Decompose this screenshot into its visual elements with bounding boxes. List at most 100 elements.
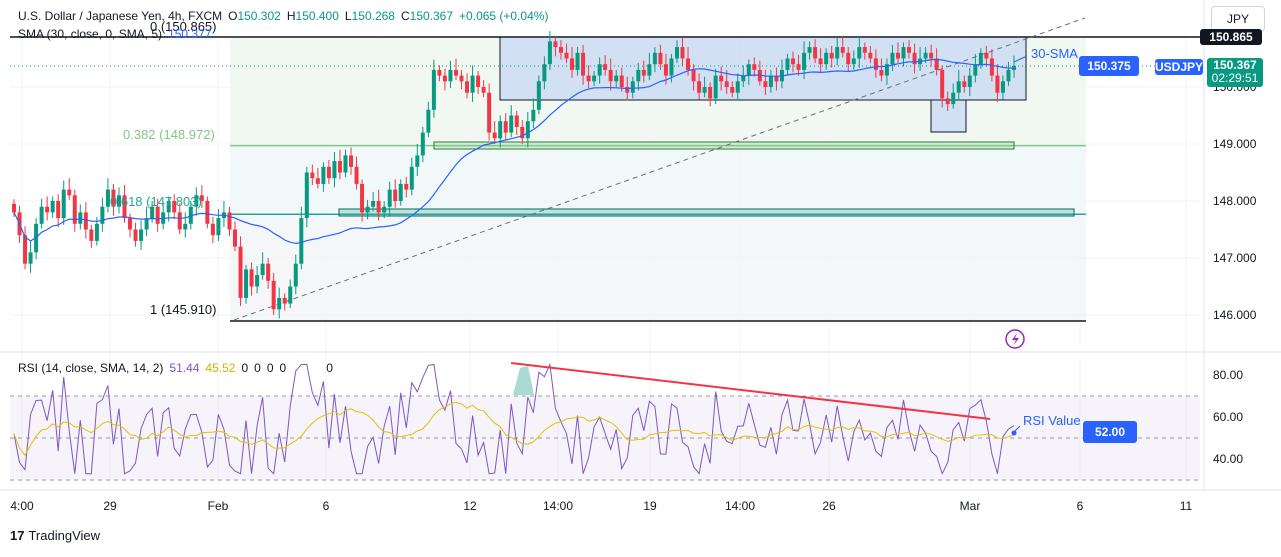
time-tick-label: 19 (643, 499, 657, 513)
candle-body (674, 47, 679, 59)
lightning-bolt-icon (1012, 333, 1019, 346)
rsi-dot (1011, 430, 1017, 436)
candle-body (536, 81, 541, 110)
candle-body (890, 52, 895, 65)
candle-body (553, 41, 558, 48)
candle-body (807, 47, 812, 53)
candle-body (133, 229, 138, 241)
candle-body (100, 206, 105, 224)
candle-body (83, 212, 88, 230)
tradingview-logo-icon: 17 (10, 528, 25, 543)
top-price-tag: 150.865 (1200, 29, 1262, 45)
candle-body (669, 58, 674, 76)
low-label: L (344, 9, 352, 23)
candle-body (658, 52, 663, 65)
time-tick-label: 11 (1180, 499, 1193, 513)
sma-legend: SMA (30, close, 0, SMA, 5) 150.377 (18, 27, 217, 41)
dashed-trendline (233, 17, 1086, 321)
rsi-tick-label: 60.00 (1213, 410, 1243, 424)
rsi-legend: RSI (14, close, SMA, 14, 2) 51.44 45.52 0 0 0… (18, 361, 339, 375)
candle-body (973, 64, 978, 76)
candle-body (188, 206, 193, 224)
candle-body (39, 206, 44, 224)
chart-header: U.S. Dollar / Japanese Yen, 4h, FXCM O150… (18, 9, 554, 23)
candle-body (476, 75, 481, 87)
sma-price-tag: 150.375 (1079, 56, 1139, 76)
fib-label-382: 0.382 (148.972) (123, 127, 215, 142)
candle-body (984, 52, 989, 59)
candle-body (614, 75, 619, 82)
candle-body (360, 183, 365, 213)
candle-body (426, 109, 431, 133)
candle-body (470, 75, 475, 93)
candle-body (409, 166, 414, 190)
candle-body (94, 223, 99, 241)
candle-body (824, 52, 829, 65)
candle-body (647, 64, 652, 76)
candle-body (929, 52, 934, 59)
candle-body (746, 64, 751, 76)
rsi-tick-label: 80.00 (1213, 368, 1243, 382)
time-tick-label: Feb (208, 499, 229, 513)
candle-body (277, 297, 282, 310)
candle-body (967, 75, 972, 87)
sma-legend-label: SMA (30, close, 0, SMA, 5) (18, 27, 163, 41)
candle-body (249, 269, 254, 287)
candle-body (116, 195, 121, 207)
candle-body (343, 155, 348, 173)
candle-body (244, 269, 249, 298)
candle-body (531, 109, 536, 122)
time-tick-label: 12 (463, 499, 477, 513)
candle-body (625, 87, 630, 93)
rsi-overbought-fill (513, 366, 534, 395)
candle-body (459, 75, 464, 82)
candle-body (835, 47, 840, 59)
price-tick-label: 148.000 (1213, 194, 1257, 208)
candle-body (558, 47, 563, 53)
candle-body (199, 195, 204, 201)
candle-body (481, 87, 486, 93)
candle-body (354, 166, 359, 184)
candle-body (365, 206, 370, 213)
candle-body (663, 64, 668, 76)
candle-body (912, 52, 917, 65)
candle-body (238, 246, 243, 298)
rsi-value-tag: 52.00 (1083, 421, 1137, 443)
candle-body (78, 212, 83, 224)
current-price-tag: 150.367 02:29:51 (1207, 58, 1263, 87)
close-value: 150.367 (409, 9, 454, 23)
sma-arrow (1013, 55, 1028, 63)
candle-body (177, 212, 182, 230)
rsi-zero-3: 0 (266, 361, 274, 375)
candle-body (232, 229, 237, 247)
change-value: +0.065 (+0.04%) (459, 9, 549, 23)
open-label: O (228, 9, 238, 23)
rsi-legend-label: RSI (14, close, SMA, 14, 2) (18, 361, 164, 375)
candle-body (1006, 69, 1011, 82)
rsi-sma-legend-value: 45.52 (205, 361, 236, 375)
rsi-zero-2: 0 (254, 361, 261, 375)
candle-body (564, 52, 569, 59)
fib-label-1: 1 (145.910) (150, 302, 217, 317)
candle-body (785, 58, 790, 70)
candle-body (978, 52, 983, 65)
candle-body (67, 189, 72, 196)
currency-button[interactable]: JPY (1211, 6, 1265, 32)
candle-body (288, 286, 293, 304)
candle-body (337, 161, 342, 173)
candle-body (315, 178, 320, 184)
candle-body (155, 206, 160, 224)
price-tick-label: 146.000 (1213, 308, 1257, 322)
symbol-tag: USDJPY (1155, 59, 1204, 75)
candle-body (371, 201, 376, 207)
candle-body (492, 132, 497, 139)
candle-body (271, 280, 276, 310)
rsi-zero-5: 0 (326, 361, 333, 375)
time-tick-label: 14:00 (725, 499, 755, 513)
candle-body (691, 69, 696, 82)
candle-body (376, 201, 381, 213)
candle-body (680, 47, 685, 59)
candle-body (393, 189, 398, 201)
